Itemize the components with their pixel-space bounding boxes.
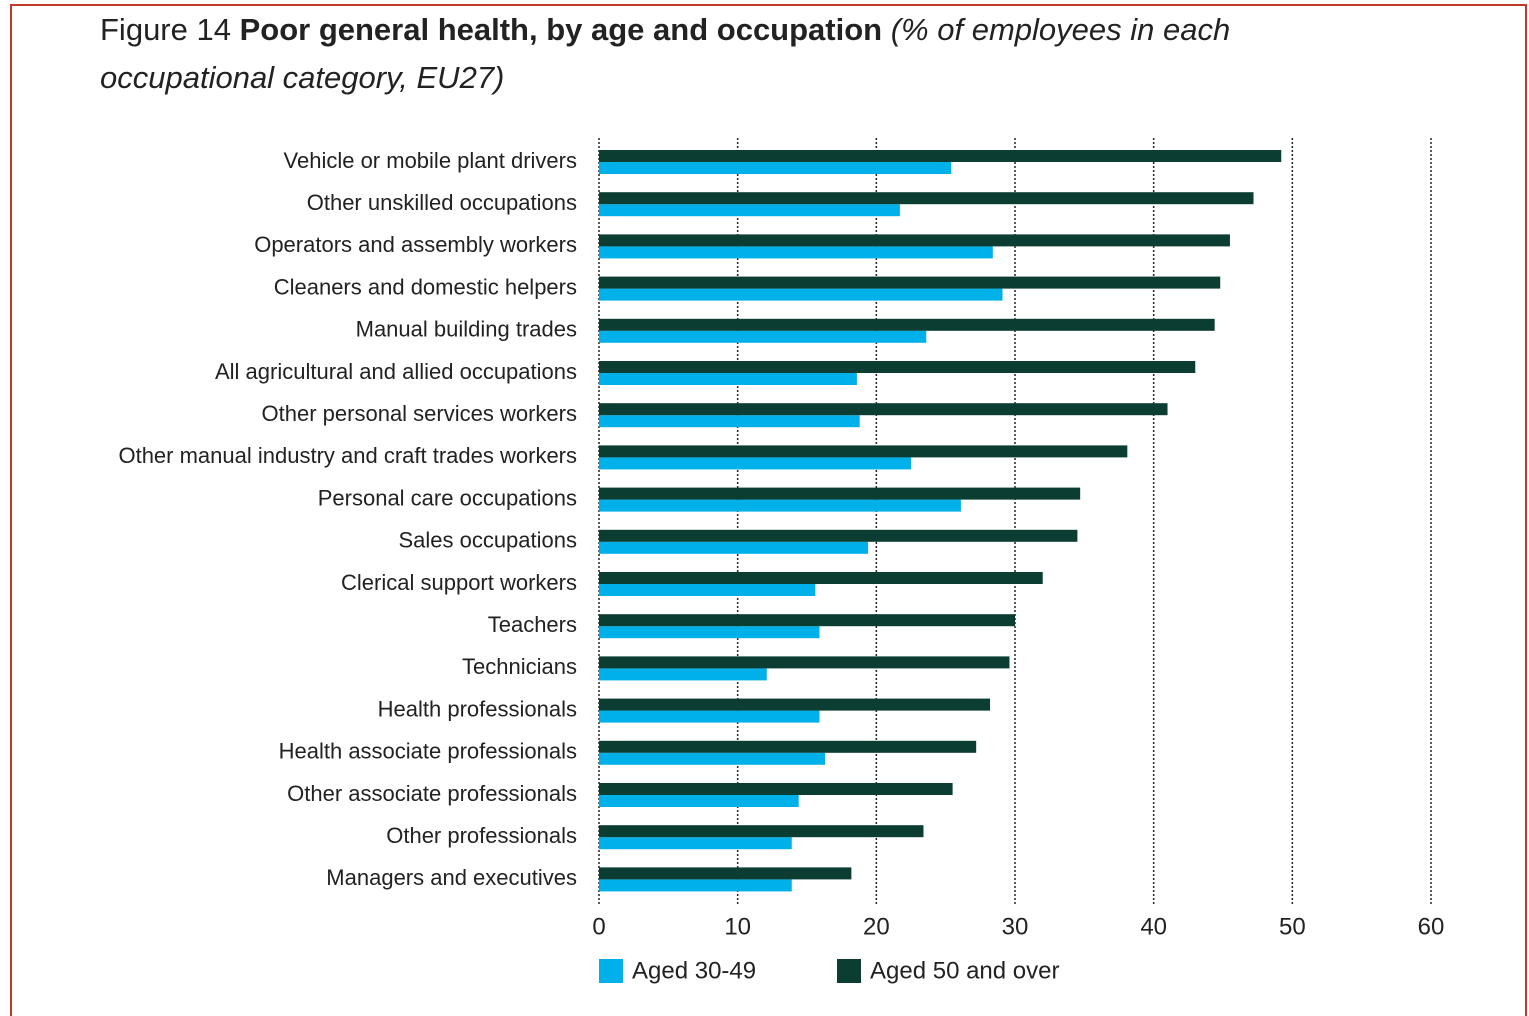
- chart-title: Figure 14 Poor general health, by age an…: [100, 6, 1350, 102]
- bar: [599, 234, 1230, 247]
- subtitle: (% of employees in each occupational cat…: [100, 12, 1231, 95]
- bar: [599, 445, 1128, 458]
- y-tick-label: Clerical support workers: [341, 570, 577, 595]
- legend-label: Aged 50 and over: [870, 957, 1059, 984]
- bar: [599, 572, 1043, 584]
- x-tick-label: 60: [1418, 913, 1445, 940]
- bar: [599, 457, 911, 470]
- legend-swatch: [599, 959, 623, 983]
- frame: [10, 4, 1527, 1016]
- bar: [599, 837, 792, 850]
- bar: [599, 330, 927, 343]
- y-tick-label: Health professionals: [378, 696, 577, 721]
- bar: [599, 288, 1003, 301]
- bar: [599, 541, 869, 554]
- bar: [599, 879, 792, 892]
- bar: [599, 361, 1196, 373]
- bar: [599, 192, 1254, 205]
- x-tick-label: 0: [592, 913, 605, 940]
- bar: [599, 867, 852, 880]
- bar: [599, 150, 1282, 162]
- legend-label: Aged 30-49: [632, 957, 756, 984]
- y-tick-label: All agricultural and allied occupations: [215, 359, 577, 384]
- bar: [599, 415, 860, 428]
- y-tick-label: Vehicle or mobile plant drivers: [284, 148, 577, 173]
- y-tick-label: Other unskilled occupations: [307, 190, 577, 215]
- bar: [599, 276, 1221, 289]
- x-tick-label: 50: [1279, 913, 1306, 940]
- y-tick-label: Cleaners and domestic helpers: [274, 274, 577, 299]
- y-tick-label: Other professionals: [386, 823, 577, 848]
- bar: [599, 246, 993, 259]
- bar: [599, 626, 820, 639]
- y-tick-label: Technicians: [462, 654, 577, 679]
- y-tick-label: Sales occupations: [398, 528, 577, 553]
- bar: [599, 499, 961, 512]
- y-tick-label: Other associate professionals: [287, 781, 577, 806]
- bar: [599, 710, 820, 723]
- x-tick-label: 10: [724, 913, 751, 940]
- y-tick-label: Operators and assembly workers: [254, 232, 577, 257]
- x-tick-label: 30: [1002, 913, 1029, 940]
- bar: [599, 584, 816, 596]
- y-tick-label: Manual building trades: [356, 317, 577, 342]
- bar: [599, 825, 924, 838]
- legend-swatch: [837, 959, 861, 983]
- y-tick-label: Health associate professionals: [279, 739, 577, 764]
- bar: [599, 204, 900, 217]
- bar: [599, 487, 1081, 500]
- y-tick-label: Other manual industry and craft trades w…: [118, 443, 577, 468]
- bar: [599, 162, 952, 174]
- bar: [599, 373, 857, 385]
- y-tick-label: Teachers: [488, 612, 577, 637]
- bar: [599, 529, 1078, 542]
- bar: [599, 668, 767, 681]
- bar: [599, 740, 977, 753]
- title: Poor general health, by age and occupati…: [239, 12, 883, 47]
- x-tick-label: 20: [863, 913, 890, 940]
- y-tick-label: Managers and executives: [326, 865, 577, 890]
- bar: [599, 795, 799, 807]
- bar: [599, 403, 1168, 416]
- bar: [599, 783, 953, 795]
- bar: [599, 698, 991, 711]
- y-tick-label: Personal care occupations: [318, 485, 577, 510]
- bar: [599, 318, 1215, 331]
- bar: [599, 614, 1015, 627]
- x-tick-label: 40: [1140, 913, 1167, 940]
- y-tick-label: Other personal services workers: [262, 401, 577, 426]
- bar: [599, 656, 1010, 669]
- figure-label: Figure 14: [100, 12, 231, 47]
- bar: [599, 752, 826, 765]
